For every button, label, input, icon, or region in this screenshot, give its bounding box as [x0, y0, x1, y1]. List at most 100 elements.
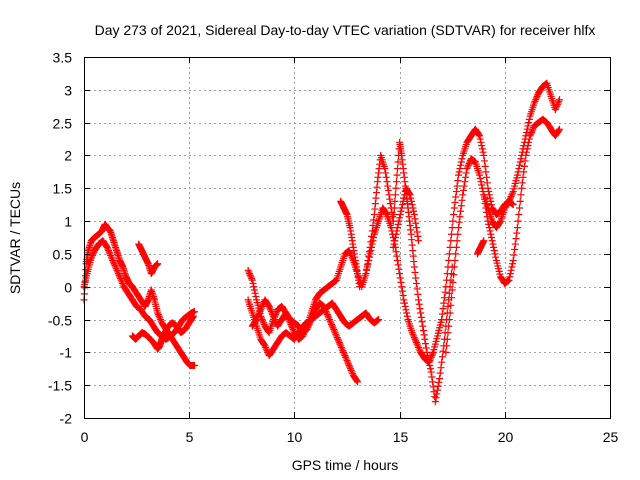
data-point: [509, 260, 517, 268]
data-point: [432, 394, 440, 402]
y-tick-label: 2: [64, 148, 72, 164]
data-point: [507, 266, 515, 274]
y-tick-label: -1: [60, 345, 73, 361]
data-point: [255, 309, 263, 317]
data-point: [529, 125, 537, 133]
data-point: [411, 215, 419, 223]
data-point: [325, 316, 333, 324]
data-point: [514, 217, 522, 225]
data-point: [513, 171, 521, 179]
y-tick-label: -2: [60, 411, 73, 427]
data-point: [285, 317, 293, 325]
data-point: [410, 211, 418, 219]
data-point: [415, 237, 423, 245]
data-point: [516, 161, 524, 169]
data-point: [327, 319, 335, 327]
data-point: [520, 168, 528, 176]
data-point: [508, 191, 516, 199]
data-point: [555, 126, 563, 134]
data-point: [429, 350, 437, 358]
data-point: [340, 350, 348, 358]
data-point: [105, 248, 113, 256]
data-point: [375, 316, 383, 324]
data-point: [551, 106, 559, 114]
data-point: [329, 324, 337, 332]
data-point: [452, 193, 460, 201]
data-point: [331, 329, 339, 337]
data-point: [367, 247, 375, 255]
data-point: [415, 345, 423, 353]
data-point: [393, 227, 401, 235]
data-point: [392, 248, 400, 256]
data-point: [445, 322, 453, 330]
data-point: [520, 162, 528, 170]
data-point: [390, 204, 398, 212]
data-point: [516, 158, 524, 166]
data-point: [106, 250, 114, 258]
data-point: [338, 345, 346, 353]
data-point: [507, 192, 515, 200]
data-point: [104, 245, 112, 253]
data-point: [426, 361, 434, 369]
data-point: [362, 270, 370, 278]
data-point: [483, 179, 491, 187]
data-point: [370, 216, 378, 224]
data-point: [367, 238, 375, 246]
data-point: [410, 207, 418, 215]
data-point: [394, 158, 402, 166]
data-point: [533, 92, 541, 100]
data-point: [509, 201, 517, 209]
data-point: [384, 182, 392, 190]
data-point: [248, 276, 256, 284]
data-point: [482, 168, 490, 176]
data-point: [420, 331, 428, 339]
data-point: [346, 363, 354, 371]
data-point: [392, 230, 400, 238]
data-point: [396, 211, 404, 219]
data-point: [369, 221, 377, 229]
data-point: [366, 243, 374, 251]
data-point: [383, 178, 391, 186]
data-point: [247, 273, 255, 281]
data-point: [320, 302, 328, 310]
data-point: [487, 201, 495, 209]
data-point: [289, 325, 297, 333]
data-point: [412, 274, 420, 282]
data-point: [341, 352, 349, 360]
data-point: [271, 316, 279, 324]
data-point: [301, 327, 309, 335]
data-point: [527, 128, 535, 136]
data-point: [412, 219, 420, 227]
data-point: [400, 296, 408, 304]
data-point: [400, 194, 408, 202]
data-point: [399, 291, 407, 299]
data-point: [452, 188, 460, 196]
x-axis-label: GPS time / hours: [292, 457, 399, 473]
data-point: [450, 204, 458, 212]
data-point: [413, 340, 421, 348]
data-point: [105, 247, 113, 255]
data-point: [347, 365, 355, 373]
data-point: [438, 358, 446, 366]
data-point: [107, 253, 115, 261]
data-point: [391, 197, 399, 205]
y-tick-label: 0.5: [53, 247, 73, 263]
axis-ticks: [84, 57, 611, 419]
data-point: [439, 305, 447, 313]
data-point: [382, 169, 390, 177]
data-point: [464, 163, 472, 171]
data-point: [116, 275, 124, 283]
data-points: [80, 79, 564, 406]
data-point: [391, 191, 399, 199]
data-point: [433, 390, 441, 398]
data-point: [337, 342, 345, 350]
data-point: [251, 289, 259, 297]
data-point: [445, 256, 453, 264]
data-point: [443, 276, 451, 284]
data-point: [391, 237, 399, 245]
data-point: [427, 368, 435, 376]
data-point: [511, 240, 519, 248]
data-point: [517, 191, 525, 199]
data-point: [524, 122, 532, 130]
